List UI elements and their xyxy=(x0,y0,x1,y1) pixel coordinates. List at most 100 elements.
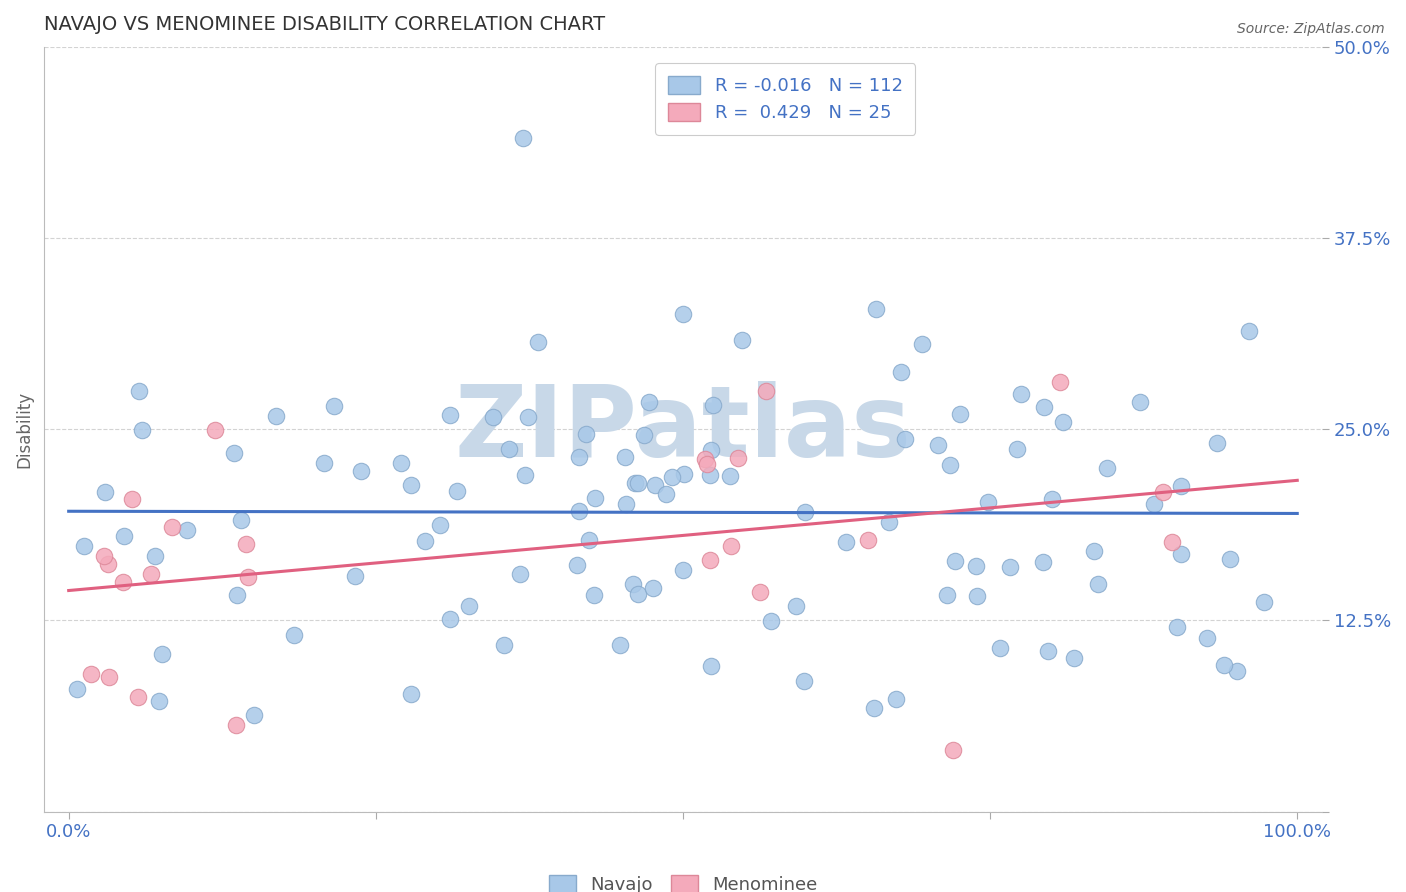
Point xyxy=(204,423,226,437)
Point xyxy=(627,587,650,601)
Point xyxy=(699,553,721,567)
Point xyxy=(942,743,965,757)
Point xyxy=(512,131,534,145)
Point xyxy=(160,520,183,534)
Point xyxy=(1152,485,1174,500)
Point xyxy=(343,569,366,583)
Point xyxy=(481,410,503,425)
Point xyxy=(755,384,778,398)
Point xyxy=(794,504,817,518)
Point xyxy=(793,674,815,689)
Point xyxy=(1038,644,1060,658)
Point xyxy=(1166,620,1188,634)
Point xyxy=(568,450,591,464)
Point xyxy=(72,539,94,553)
Point xyxy=(863,701,886,715)
Point xyxy=(439,408,461,422)
Point xyxy=(633,428,655,442)
Point xyxy=(225,718,247,732)
Point xyxy=(700,659,723,673)
Point xyxy=(966,589,988,603)
Point xyxy=(112,574,135,589)
Point xyxy=(1087,577,1109,591)
Point xyxy=(1219,551,1241,566)
Point xyxy=(509,566,531,581)
Point xyxy=(235,537,257,551)
Point xyxy=(565,558,588,573)
Point xyxy=(624,476,647,491)
Point xyxy=(1063,651,1085,665)
Point xyxy=(527,334,550,349)
Point xyxy=(614,497,637,511)
Point xyxy=(731,333,754,347)
Point xyxy=(1083,544,1105,558)
Point xyxy=(494,638,516,652)
Point xyxy=(700,442,723,457)
Point xyxy=(998,559,1021,574)
Point xyxy=(672,307,695,321)
Point xyxy=(943,554,966,568)
Point xyxy=(761,614,783,628)
Point xyxy=(575,427,598,442)
Point xyxy=(1042,492,1064,507)
Point xyxy=(131,423,153,437)
Point xyxy=(727,451,749,466)
Text: ZIPatlas: ZIPatlas xyxy=(454,381,911,477)
Point xyxy=(695,452,717,467)
Point xyxy=(1213,657,1236,672)
Point xyxy=(965,558,987,573)
Point xyxy=(97,557,120,571)
Point xyxy=(458,599,481,613)
Point xyxy=(515,468,537,483)
Point xyxy=(429,518,451,533)
Point xyxy=(225,588,247,602)
Point xyxy=(1143,497,1166,511)
Point xyxy=(350,464,373,478)
Point xyxy=(389,457,412,471)
Point xyxy=(659,70,682,85)
Point xyxy=(696,458,718,472)
Point xyxy=(1010,386,1032,401)
Point xyxy=(1129,395,1152,409)
Point xyxy=(498,442,520,456)
Point xyxy=(128,384,150,398)
Point xyxy=(910,337,932,351)
Point xyxy=(673,467,696,482)
Point xyxy=(1095,461,1118,475)
Point xyxy=(927,438,949,452)
Point xyxy=(749,585,772,599)
Point xyxy=(399,687,422,701)
Point xyxy=(884,691,907,706)
Point xyxy=(224,446,246,460)
Point xyxy=(176,523,198,537)
Point xyxy=(231,513,253,527)
Point xyxy=(936,588,959,602)
Point xyxy=(613,450,636,464)
Point xyxy=(643,581,665,595)
Point xyxy=(702,398,724,412)
Point xyxy=(1049,375,1071,389)
Point xyxy=(283,628,305,642)
Point xyxy=(621,576,644,591)
Point xyxy=(865,301,887,316)
Legend: R = -0.016   N = 112, R =  0.429   N = 25: R = -0.016 N = 112, R = 0.429 N = 25 xyxy=(655,63,915,135)
Point xyxy=(1237,324,1260,338)
Point xyxy=(568,504,591,518)
Point xyxy=(856,533,879,548)
Point xyxy=(638,395,661,409)
Point xyxy=(93,549,115,563)
Point xyxy=(609,638,631,652)
Point xyxy=(1032,401,1054,415)
Point xyxy=(1170,548,1192,562)
Point xyxy=(98,670,121,684)
Point xyxy=(80,666,103,681)
Point xyxy=(446,484,468,499)
Point xyxy=(139,566,162,581)
Point xyxy=(264,409,287,423)
Point xyxy=(399,477,422,491)
Point xyxy=(627,476,650,491)
Point xyxy=(672,563,695,577)
Point xyxy=(1052,415,1074,429)
Point xyxy=(661,470,683,484)
Point xyxy=(1253,595,1275,609)
